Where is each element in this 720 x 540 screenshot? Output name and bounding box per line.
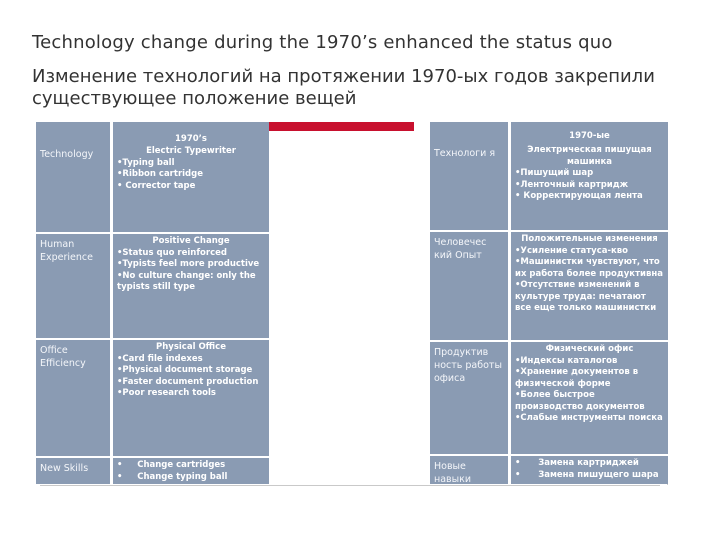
row-divider: [36, 456, 269, 458]
table-row: Technology: [36, 144, 110, 232]
list-item: •Отсутствие изменений в культуре труда: …: [515, 280, 657, 313]
table-row: Технологи я: [430, 143, 508, 230]
list-item: •Слабые инструменты поиска: [515, 413, 663, 423]
row-heading: Электрическая пишущая машинка: [527, 145, 652, 167]
row-divider: [430, 340, 668, 342]
list-item: • Замена картриджей: [515, 458, 639, 468]
list-item: •Более быстрое производство документов: [515, 390, 645, 412]
list-item: •Faster document production: [117, 376, 259, 387]
list-item: •Усиление статуса-кво: [515, 245, 628, 256]
row-divider: [36, 232, 269, 234]
table-english-column-divider: [110, 122, 113, 484]
row-heading: Положительные изменения: [521, 234, 658, 244]
row-label: New Skills: [40, 463, 89, 474]
table-row: Electric Typewriter •Typing ball •Ribbon…: [113, 144, 269, 232]
row-label: Человечес кий Опыт: [434, 237, 487, 261]
title-russian: Изменение технологий на протяжении 1970-…: [32, 66, 655, 109]
table-row: • Замена картриджей • Замена пишущего ша…: [511, 456, 668, 484]
table-row: New Skills: [36, 458, 110, 484]
table-russian-column-divider: [508, 122, 511, 484]
list-item: •Typists feel more productive: [117, 259, 260, 269]
table-row: Physical Office •Card file indexes •Phys…: [113, 340, 269, 456]
list-item: •Пишущий шар: [515, 168, 594, 178]
row-heading: Физический офис: [545, 344, 634, 354]
list-item: •Ленточный картридж: [515, 179, 629, 190]
list-item: •Машинистки чувствуют, что их работа бол…: [515, 257, 663, 279]
row-label: Technology: [40, 149, 94, 160]
row-heading: Physical Office: [156, 342, 226, 352]
title-english: Technology change during the 1970’s enha…: [32, 32, 613, 53]
list-item: •Status quo reinforced: [117, 247, 227, 258]
list-item: •Card file indexes: [117, 353, 203, 364]
row-divider: [430, 454, 668, 456]
list-item: •Индексы каталогов: [515, 355, 618, 366]
row-label: Продуктив ность работы офиса: [434, 347, 502, 384]
row-heading: Positive Change: [152, 236, 230, 246]
list-item: • Change cartridges: [117, 460, 226, 470]
row-label: Технологи я: [434, 148, 496, 159]
list-item: • Корректирующая лента: [515, 191, 643, 201]
frame-bottom-line: [40, 485, 660, 486]
list-item: •Ribbon cartridge: [117, 169, 203, 179]
table-row: Продуктив ность работы офиса: [430, 342, 508, 454]
row-label: Office Efficiency: [40, 345, 86, 369]
list-item: •No culture change: only the typists sti…: [117, 270, 256, 293]
row-label: Новые навыки: [434, 461, 472, 485]
table-row: Человечес кий Опыт: [430, 232, 508, 340]
table-row: Физический офис •Индексы каталогов •Хран…: [511, 342, 668, 454]
table-row: Office Efficiency: [36, 340, 110, 456]
list-item: • Change typing ball: [117, 471, 228, 482]
table-row: Электрическая пишущая машинка •Пишущий ш…: [511, 143, 668, 230]
list-item: •Typing ball: [117, 157, 175, 168]
list-item: • Замена пишущего шара: [515, 469, 659, 480]
row-label: Human Experience: [40, 239, 93, 263]
row-divider: [36, 338, 269, 340]
table-russian-bg: [430, 122, 668, 484]
table-row: Human Experience: [36, 234, 110, 338]
row-divider: [430, 230, 668, 232]
table-row: Новые навыки: [430, 456, 508, 485]
table-row: Положительные изменения •Усиление статус…: [511, 232, 668, 340]
table-row: Positive Change •Status quo reinforced •…: [113, 234, 269, 338]
table-russian-header: 1970-ые: [569, 131, 610, 141]
row-heading: Electric Typewriter: [146, 146, 236, 156]
list-item: • Corrector tape: [117, 180, 196, 191]
list-item: •Physical document storage: [117, 365, 253, 375]
list-item: •Хранение документов в физической форме: [515, 367, 639, 389]
table-english-bg: [36, 122, 269, 484]
table-row: • Change cartridges • Change typing ball: [113, 458, 269, 484]
list-item: •Poor research tools: [117, 388, 216, 398]
table-english-header: 1970’s: [175, 134, 207, 144]
